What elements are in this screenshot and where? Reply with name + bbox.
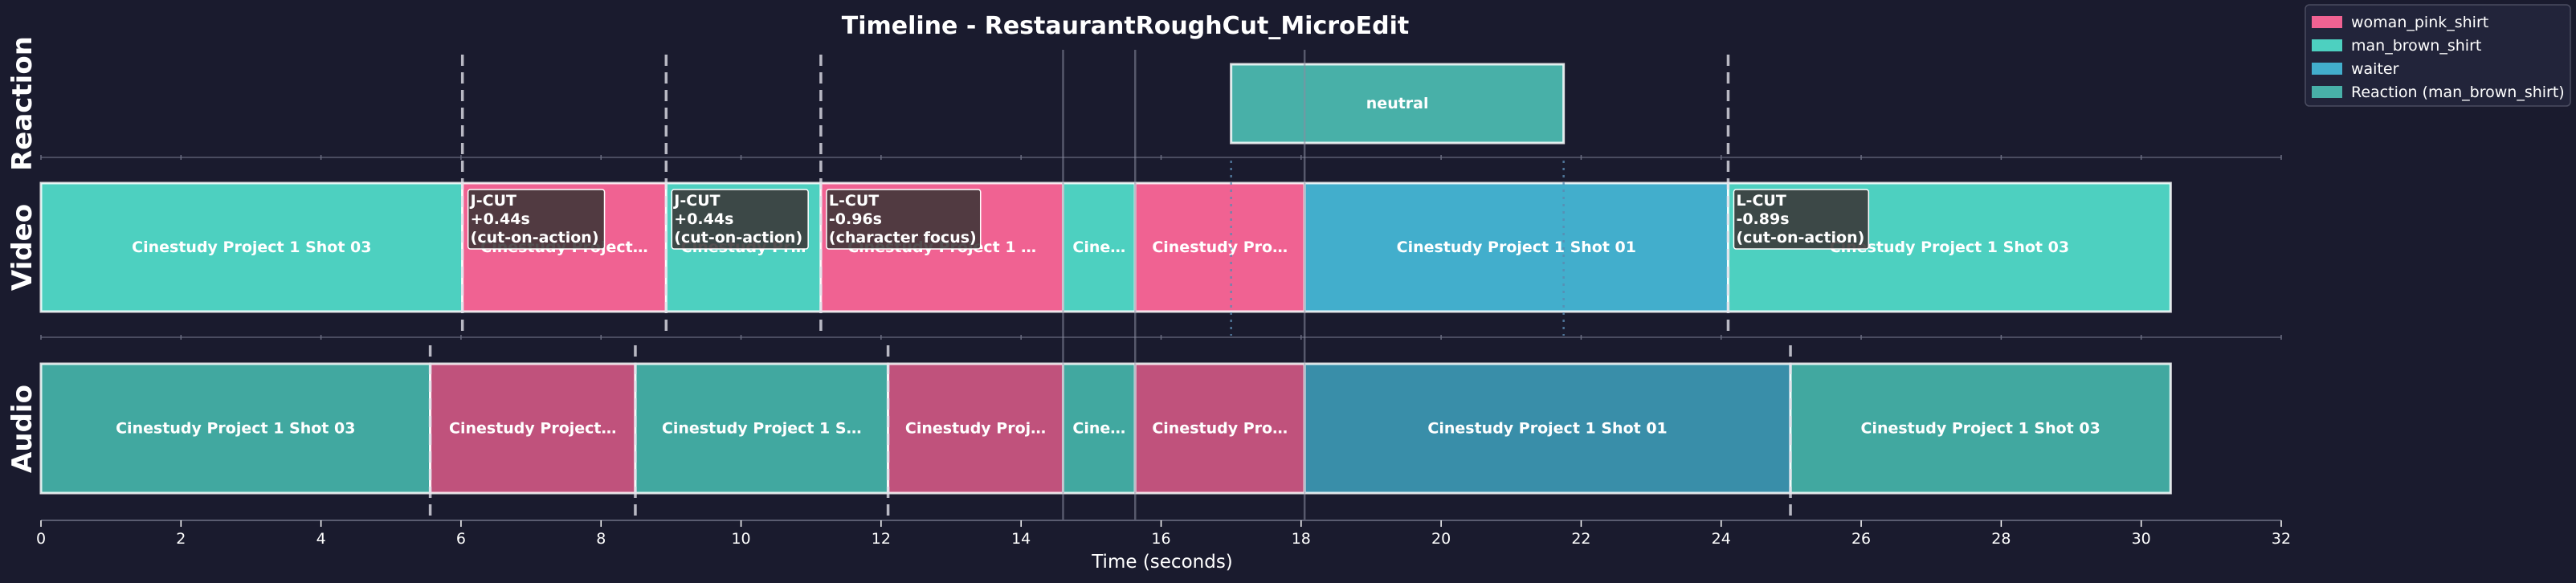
- x-tick-label: 20: [1431, 530, 1451, 548]
- x-tick-label: 22: [1571, 530, 1590, 548]
- clip-label-reaction: neutral: [1366, 95, 1429, 112]
- cut-annotation-text: J-CUT +0.44s (cut-on-action): [469, 192, 599, 247]
- x-tick-label: 30: [2132, 530, 2151, 548]
- track-label-audio: Audio: [6, 385, 39, 473]
- x-tick-label: 16: [1151, 530, 1170, 548]
- clip-rect-audio: [39, 362, 432, 495]
- x-tick-label: 18: [1292, 530, 1311, 548]
- clip-label-audio: Cinestudy Proj…: [905, 420, 1046, 438]
- clip-label-video: Cinestudy Pro…: [1152, 238, 1288, 256]
- cut-annotation-text: L-CUT -0.96s (character focus): [829, 192, 977, 247]
- cut-annotation-box: [826, 189, 982, 250]
- x-tick-label: 4: [316, 530, 326, 548]
- clip-label-audio: Cinestudy Pro…: [1152, 420, 1288, 438]
- legend-swatch: [2312, 86, 2342, 98]
- track-label-video: Video: [6, 204, 39, 291]
- clip-rect-audio: [1133, 362, 1306, 495]
- x-tick-label: 12: [872, 530, 891, 548]
- chart-title: Timeline - RestaurantRoughCut_MicroEdit: [842, 12, 1409, 40]
- legend-entry: Reaction (man_brown_shirt): [2351, 84, 2565, 101]
- x-tick-label: 2: [176, 530, 186, 548]
- clip-label-audio: Cinestudy Project…: [449, 420, 616, 438]
- clip-rect-video: [39, 181, 464, 313]
- x-tick-label: 8: [596, 530, 606, 548]
- x-tick-label: 0: [36, 530, 46, 548]
- x-tick-label: 32: [2272, 530, 2291, 548]
- cut-annotation-text: L-CUT -0.89s (cut-on-action): [1736, 192, 1864, 247]
- clip-rect-video: [1133, 181, 1306, 313]
- legend-swatch: [2312, 63, 2342, 75]
- clip-label-audio: Cinestudy Project 1 Shot 03: [1860, 420, 2100, 438]
- clip-label-audio: Cinestudy Project 1 Shot 03: [116, 420, 355, 438]
- clip-rect-audio: [429, 362, 637, 495]
- clip-label-video: Cinestudy Project 1 Shot 01: [1397, 238, 1636, 256]
- x-tick-label: 14: [1011, 530, 1031, 548]
- clip-rect-audio: [1789, 362, 2172, 495]
- clip-label-video: Cinestudy Project 1 Shot 03: [132, 238, 371, 256]
- x-axis-title: Time (seconds): [1091, 552, 1233, 573]
- x-tick-label: 6: [456, 530, 466, 548]
- legend-swatch: [2312, 39, 2342, 51]
- clip-rect-video: [1303, 181, 1729, 313]
- cut-annotation-box: [1733, 189, 1870, 250]
- track-labels: Reaction Video Audio: [6, 36, 39, 473]
- x-tick-label: 10: [731, 530, 750, 548]
- x-tick-label: 26: [1851, 530, 1871, 548]
- x-tick-label: 24: [1712, 530, 1731, 548]
- clip-rect-reaction: [1230, 63, 1566, 145]
- clip-rect-audio: [1061, 362, 1137, 495]
- legend-frame: [2305, 4, 2571, 107]
- cut-lines-layer: [428, 50, 1792, 520]
- clip-label-audio: Cinestudy Project 1 Shot 01: [1427, 420, 1667, 438]
- x-axis: 0 2 4 6 8 10 12 14 16 18 20 22 24 26 28 30 32: [36, 520, 2291, 548]
- legend-entry: waiter: [2351, 60, 2399, 78]
- clip-rect-audio: [634, 362, 890, 495]
- clip-label-audio: Cinestudy Project 1 S…: [662, 420, 862, 438]
- cut-annotation-text: J-CUT +0.44s (cut-on-action): [672, 192, 802, 247]
- legend-entry: woman_pink_shirt: [2351, 14, 2488, 31]
- clip-label-audio: Cine…: [1072, 420, 1125, 438]
- legend-entry: man_brown_shirt: [2351, 37, 2481, 55]
- clip-label-video: Cinestudy Project 1 Shot 03: [1830, 238, 2069, 256]
- grid-layer: [40, 155, 2282, 340]
- track-label-reaction: Reaction: [6, 36, 39, 171]
- legend-swatch: [2312, 16, 2342, 28]
- cut-annotation-box: [671, 189, 809, 250]
- clip-label-video: Cine…: [1072, 238, 1125, 256]
- cut-annotation-box: [467, 189, 606, 250]
- clip-rect-audio: [887, 362, 1064, 495]
- x-tick-label: 28: [1991, 530, 2011, 548]
- annotations-layer: J-CUT +0.44s (cut-on-action) J-CUT +0.44s (cu…: [467, 189, 1870, 250]
